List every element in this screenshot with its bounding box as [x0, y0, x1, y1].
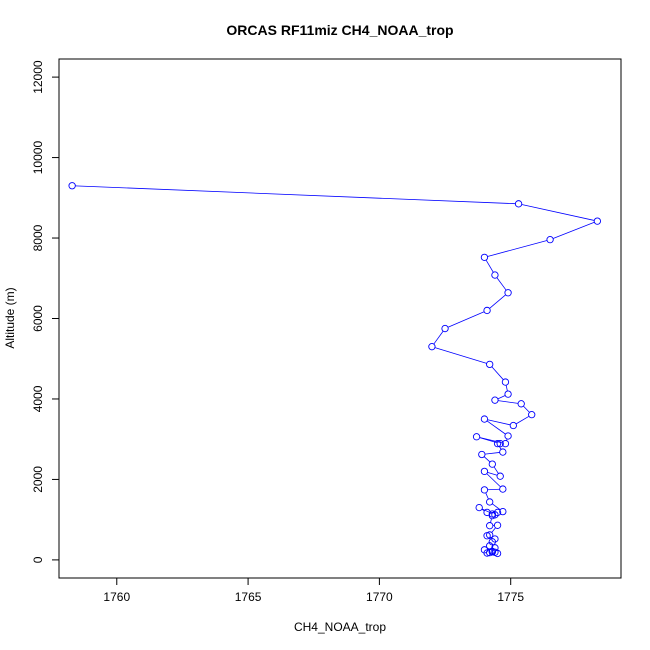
data-point	[480, 467, 489, 476]
data-point	[501, 439, 510, 448]
y-tick-label: 8000	[31, 224, 45, 251]
data-point	[493, 439, 502, 448]
series-segment	[487, 488, 500, 491]
data-point	[593, 217, 602, 225]
data-point	[483, 549, 491, 557]
series-segment	[493, 466, 499, 474]
x-tick-label: 1765	[235, 590, 262, 604]
data-point	[68, 182, 76, 190]
data-point	[499, 507, 507, 516]
series-segment	[486, 420, 506, 435]
data-point	[472, 433, 481, 441]
series-segment	[496, 277, 507, 291]
series-segment	[505, 385, 508, 392]
series-segment	[523, 405, 530, 413]
series-segment	[485, 492, 489, 500]
series-segment	[75, 185, 516, 205]
series-segment	[434, 347, 487, 364]
y-tick-label: 6000	[31, 305, 45, 332]
x-axis: 1760 1765 1770 1775	[103, 577, 524, 604]
x-tick-label: 1760	[103, 590, 130, 604]
data-point	[488, 538, 496, 546]
series-segment	[479, 437, 498, 444]
data-point	[428, 343, 436, 351]
series-segment	[515, 415, 530, 425]
y-axis: 0 2000 4000 6000 8000 10000 12000	[31, 60, 60, 563]
series-segment	[485, 259, 494, 273]
data-point	[493, 508, 502, 517]
data-point	[499, 448, 507, 456]
x-tick-label: 1775	[497, 590, 524, 604]
data-point	[491, 396, 499, 404]
series-segment	[483, 456, 491, 463]
data-point	[504, 390, 512, 398]
data-point	[499, 485, 507, 493]
data-point	[496, 439, 504, 448]
data-point	[491, 271, 499, 279]
data-point	[509, 421, 517, 430]
data-point	[483, 508, 491, 517]
series-segment	[552, 221, 595, 239]
data-point	[528, 411, 536, 419]
data-point	[480, 486, 489, 494]
data-point	[504, 432, 512, 440]
y-tick-label: 12000	[31, 60, 45, 94]
data-point	[480, 253, 489, 261]
series-segment	[521, 204, 595, 221]
chart-title: ORCAS RF11miz CH4_NOAA_trop	[226, 22, 453, 38]
series-segment	[497, 395, 506, 400]
data-point	[514, 200, 523, 208]
data-point	[488, 460, 496, 468]
data-point	[501, 378, 510, 386]
data-point	[486, 498, 494, 506]
data-point	[493, 521, 502, 529]
series-segment	[484, 452, 500, 455]
data-point	[491, 548, 499, 556]
data-point	[441, 324, 449, 333]
data-point	[480, 415, 489, 423]
series-segment	[491, 527, 496, 533]
series-segment	[481, 508, 485, 512]
series-segment	[491, 366, 504, 380]
series-segment	[487, 240, 548, 257]
data-point	[488, 511, 496, 520]
series-segment	[486, 473, 501, 488]
data-point	[486, 360, 494, 369]
series-segment	[492, 503, 501, 511]
series-layer	[68, 182, 602, 558]
data-point	[546, 235, 554, 244]
x-axis-label: CH4_NOAA_trop	[294, 620, 386, 634]
series-segment	[490, 518, 492, 523]
data-point	[483, 532, 491, 540]
data-point	[478, 450, 486, 459]
y-tick-label: 4000	[31, 385, 45, 412]
data-point	[475, 503, 483, 512]
plot-frame	[58, 58, 622, 579]
series-segment	[487, 471, 498, 476]
data-point	[517, 400, 525, 408]
series-segment	[489, 294, 506, 309]
data-point	[483, 306, 491, 315]
data-point	[504, 289, 512, 297]
y-tick-label: 10000	[31, 141, 45, 175]
data-point	[486, 522, 494, 530]
y-tick-label: 0	[31, 556, 45, 563]
series-segment	[498, 400, 519, 404]
series-segment	[487, 419, 511, 426]
series-segment	[447, 311, 485, 328]
data-point	[496, 472, 504, 480]
series-segment	[433, 330, 444, 345]
x-tick-label: 1770	[366, 590, 393, 604]
y-tick-label: 2000	[31, 466, 45, 493]
y-axis-label: Altitude (m)	[3, 287, 17, 348]
